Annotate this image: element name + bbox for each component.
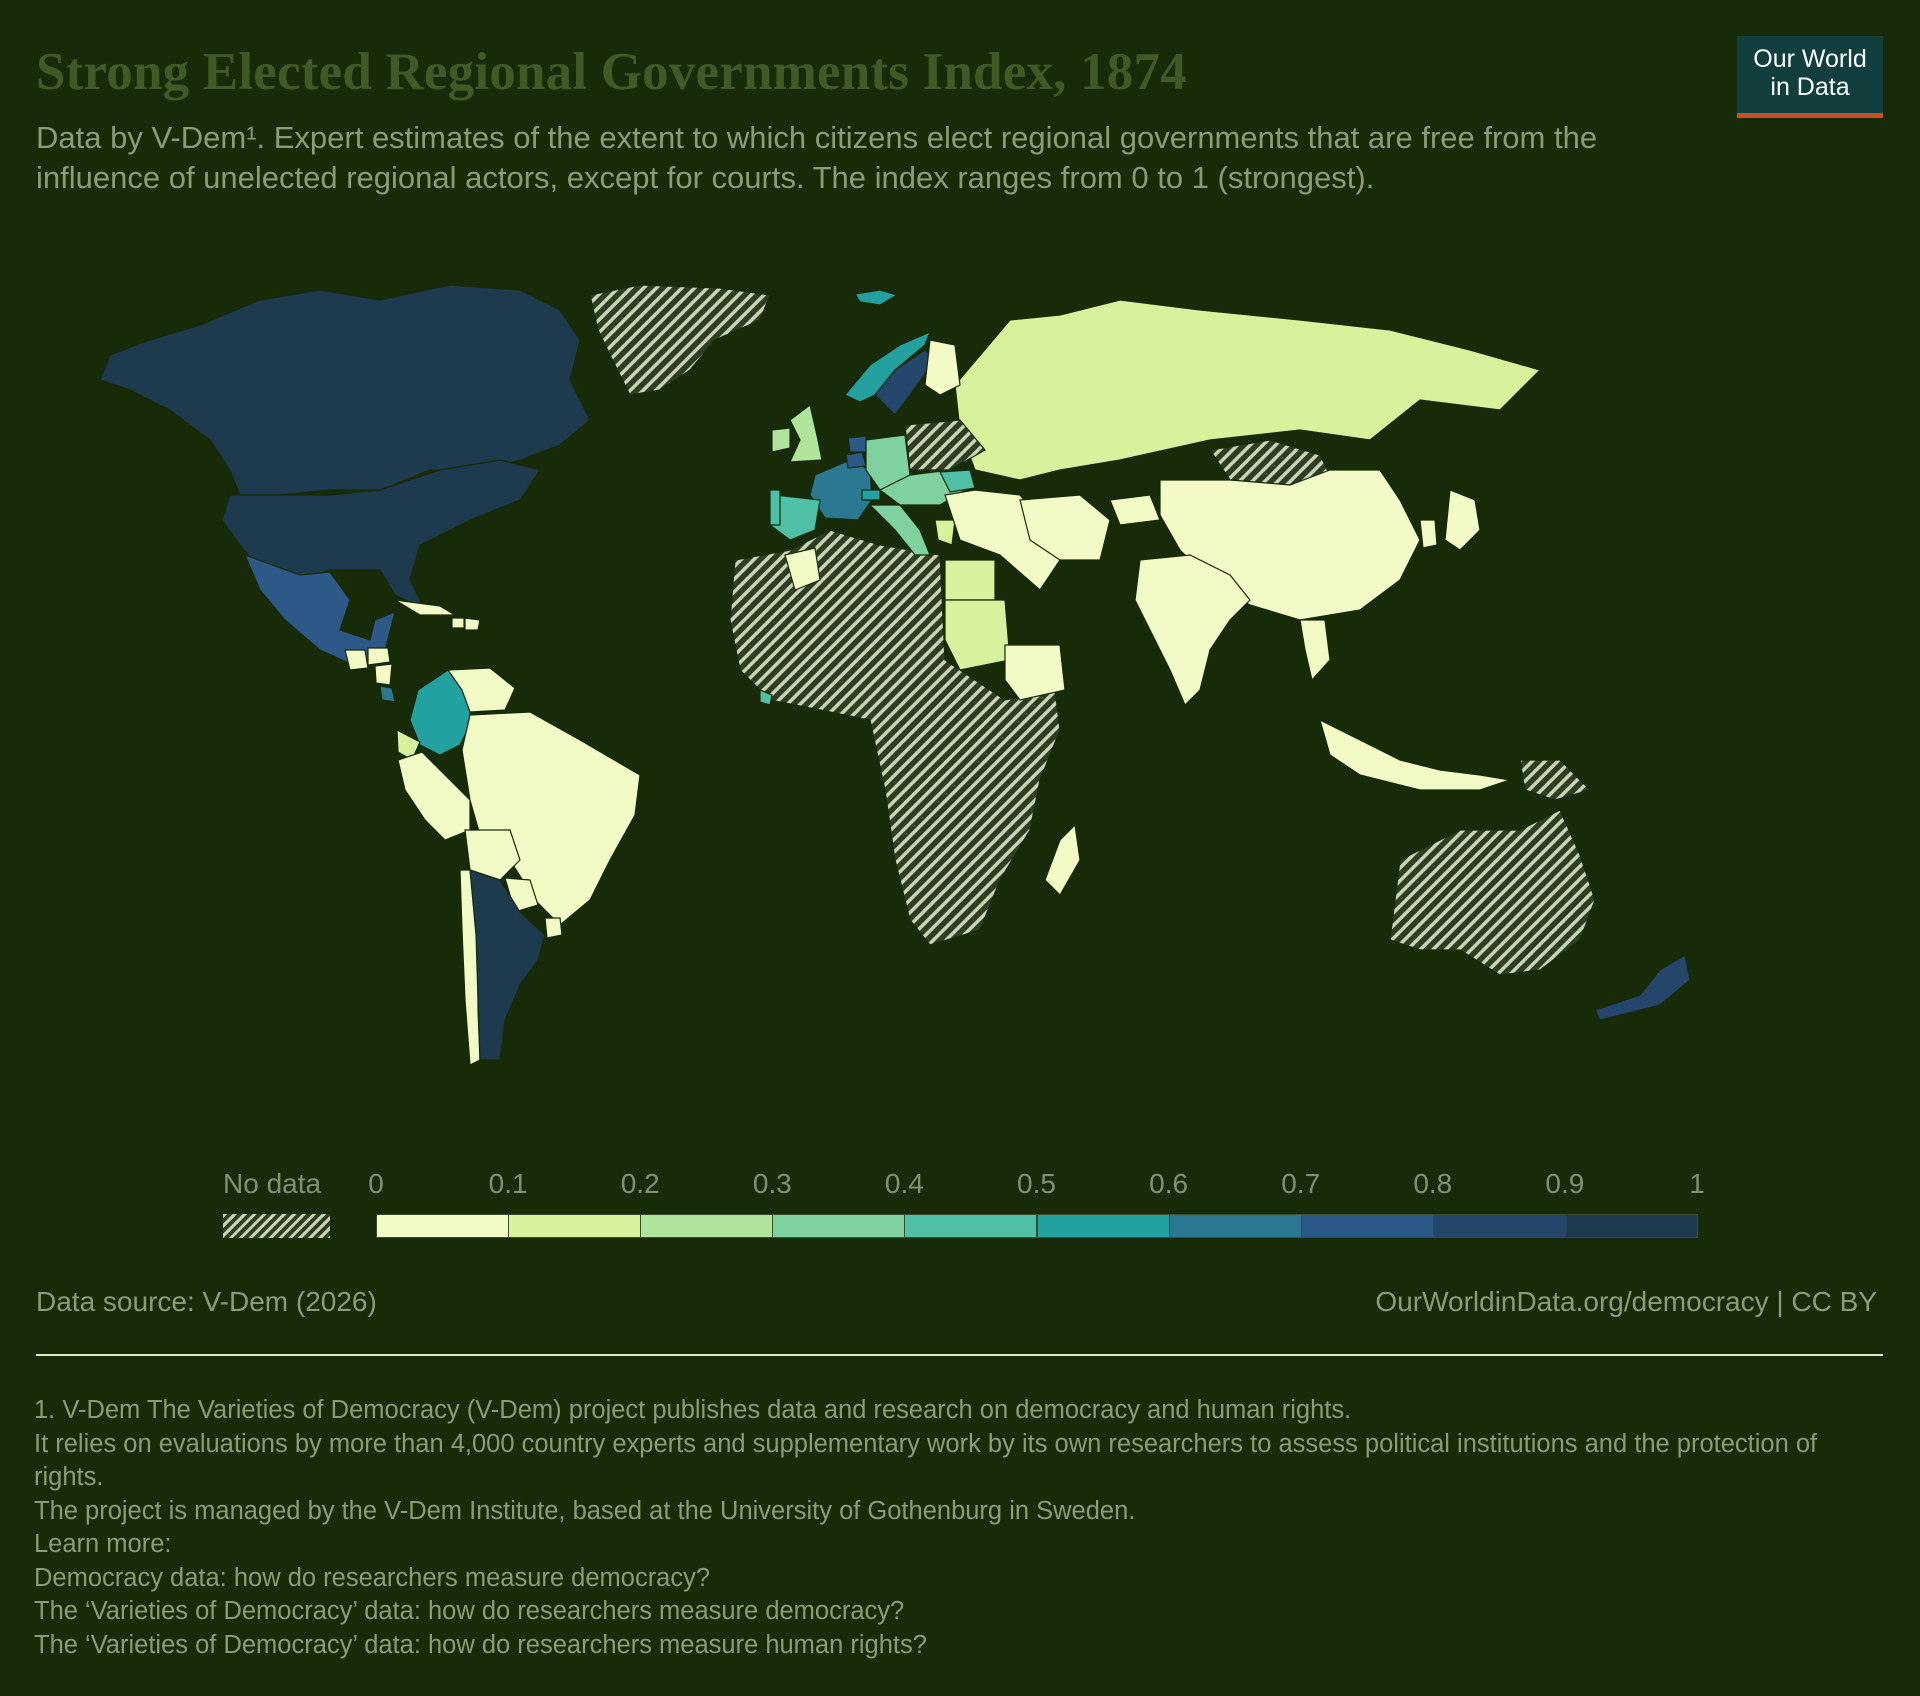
region-korea[interactable] [1419, 519, 1438, 549]
region-persia[interactable] [1019, 494, 1111, 561]
region-argentina[interactable] [469, 869, 546, 1061]
region-norway[interactable] [844, 330, 932, 403]
footnotes: 1. V-Dem The Varieties of Democracy (V-D… [34, 1394, 1884, 1662]
region-mexico[interactable] [243, 553, 396, 669]
footnote-line: 1. V-Dem The Varieties of Democracy (V-D… [34, 1396, 1352, 1424]
region-venezuela[interactable] [446, 667, 516, 713]
footnote-link[interactable]: The ‘Varieties of Democracy’ data: how d… [34, 1597, 905, 1625]
logo-line-2: in Data [1770, 73, 1850, 101]
legend-tick-label: 0.5 [1017, 1168, 1056, 1199]
region-egypt[interactable] [944, 559, 996, 601]
legend-bin [1564, 1214, 1698, 1238]
region-dominican-republic[interactable] [464, 617, 481, 631]
region-united-kingdom[interactable] [789, 403, 823, 463]
region-portugal[interactable] [769, 489, 781, 526]
footnote-link[interactable]: Democracy data: how do researchers measu… [34, 1563, 711, 1592]
region-honduras[interactable] [367, 647, 391, 666]
region-iceland[interactable] [854, 289, 899, 306]
region-brazil[interactable] [461, 711, 641, 926]
region-india[interactable] [1134, 554, 1251, 707]
legend-bin [772, 1214, 906, 1238]
region-sub-saharan-africa-most[interactable] [729, 529, 1061, 946]
region-haiti[interactable] [451, 617, 465, 629]
source-url[interactable]: OurWorldinData.org/democracy | CC BY [1375, 1286, 1877, 1317]
footnote-line: The project is managed by the V-Dem Inst… [34, 1496, 1136, 1525]
region-afghanistan[interactable] [1109, 494, 1161, 526]
region-ethiopia[interactable] [1004, 644, 1066, 701]
legend-tick-label: 0.3 [752, 1168, 792, 1199]
legend-tick-label: 0.9 [1545, 1168, 1585, 1199]
region-indonesia[interactable] [1319, 718, 1511, 791]
region-switzerland[interactable] [861, 489, 881, 501]
region-papua-new-guinea[interactable] [1519, 759, 1592, 801]
divider [36, 1354, 1883, 1356]
legend-no-data-label: No data [223, 1168, 322, 1199]
region-morocco[interactable] [784, 547, 821, 591]
region-italy[interactable] [868, 504, 931, 556]
legend-tick-label: 0.4 [884, 1168, 924, 1199]
region-thailand[interactable] [1299, 619, 1331, 682]
legend-bin [1168, 1214, 1302, 1238]
legend-tick-label: 0 [368, 1168, 384, 1199]
region-sudan[interactable] [944, 599, 1011, 671]
region-costa-rica[interactable] [379, 685, 396, 703]
footnote-link[interactable]: The ‘Varieties of Democracy’ data: how d… [34, 1630, 927, 1659]
region-guatemala[interactable] [344, 649, 369, 671]
region-belgium[interactable] [845, 451, 867, 469]
legend-bin [1036, 1214, 1170, 1238]
region-canada[interactable] [99, 284, 591, 496]
legend-bin [376, 1214, 510, 1238]
region-russia[interactable] [954, 299, 1542, 481]
region-finland[interactable] [924, 339, 961, 396]
region-ireland[interactable] [771, 427, 791, 453]
region-japan[interactable] [1444, 489, 1481, 551]
footnote-line: It relies on evaluations by more than 4,… [34, 1429, 1818, 1492]
region-peru[interactable] [397, 751, 471, 841]
world-map[interactable] [0, 0, 1920, 1100]
chart-title: Strong Elected Regional Governments Inde… [36, 43, 1187, 101]
chart-subtitle: Data by V-Dem¹. Expert estimates of the … [36, 120, 1598, 195]
footnote-line: Learn more: [34, 1530, 172, 1558]
legend-bin [508, 1214, 642, 1238]
legend-tick-label: 0.1 [488, 1168, 528, 1199]
data-source: Data source: V-Dem (2026) [36, 1286, 377, 1317]
logo-line-1: Our World [1753, 45, 1867, 73]
legend-bin [1300, 1214, 1434, 1238]
region-greenland[interactable] [589, 284, 771, 396]
region-romania[interactable] [939, 469, 976, 493]
legend-tick-label: 0.7 [1281, 1168, 1321, 1199]
owid-logo[interactable]: Our World in Data [1737, 36, 1883, 118]
legend-tick-label: 0.2 [620, 1168, 660, 1199]
region-uruguay[interactable] [544, 917, 563, 939]
legend-bin [640, 1214, 774, 1238]
region-australia[interactable] [1389, 809, 1596, 976]
region-madagascar[interactable] [1044, 823, 1081, 896]
region-nicaragua[interactable] [374, 663, 393, 686]
region-liberia[interactable] [759, 689, 773, 706]
legend-tick-label: 0.6 [1149, 1168, 1189, 1199]
legend-no-data-swatch [223, 1214, 330, 1238]
region-greece[interactable] [934, 519, 956, 546]
legend-bin [1432, 1214, 1566, 1238]
legend-tick-label: 1 [1689, 1168, 1705, 1199]
legend-bin [904, 1214, 1038, 1238]
region-cuba[interactable] [394, 599, 458, 616]
region-poland[interactable] [904, 419, 986, 471]
legend-tick-label: 0.8 [1413, 1168, 1453, 1199]
region-new-zealand[interactable] [1594, 954, 1691, 1021]
region-netherlands[interactable] [847, 435, 867, 453]
region-bolivia[interactable] [464, 829, 521, 881]
